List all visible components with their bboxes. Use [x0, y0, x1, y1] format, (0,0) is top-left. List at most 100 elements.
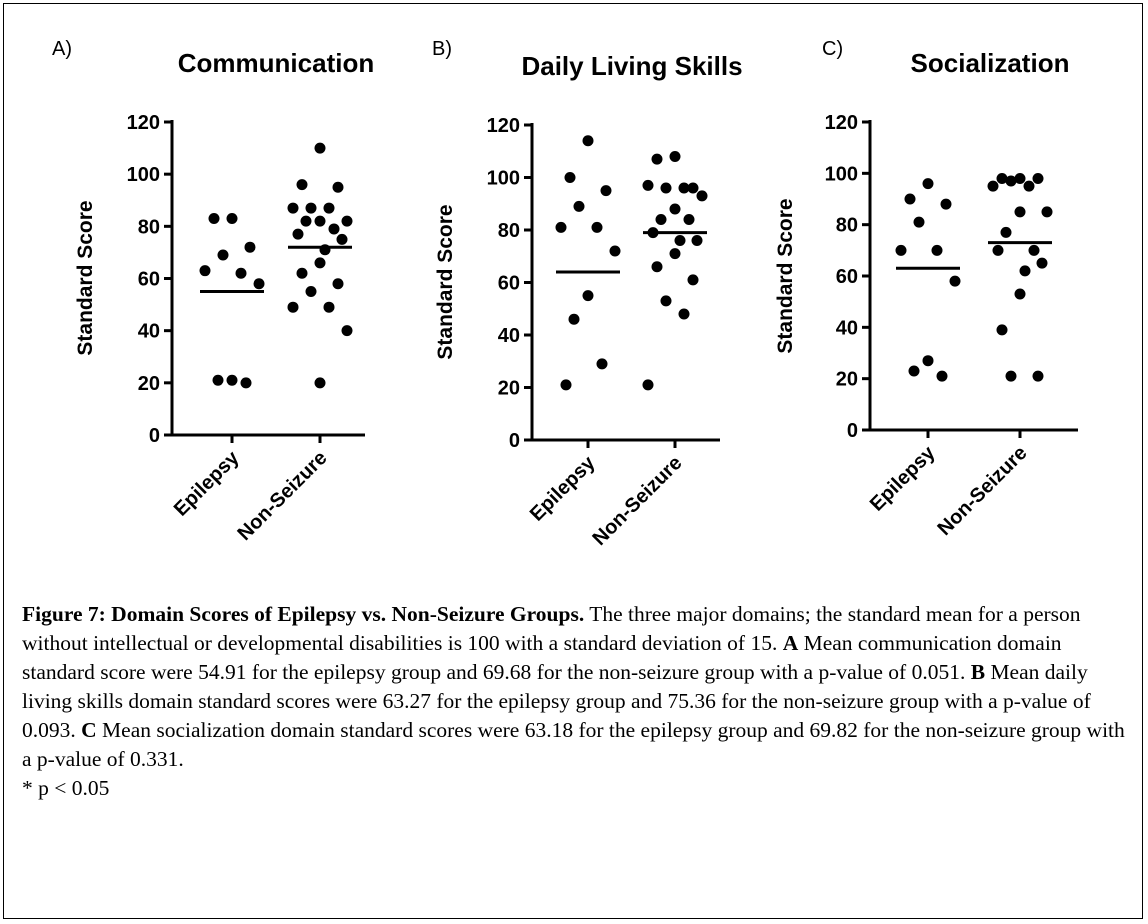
y-tick-label: 120	[127, 112, 160, 134]
data-point	[296, 179, 308, 191]
data-point	[323, 301, 335, 313]
x-tick-label: Non-Seizure	[233, 447, 331, 545]
y-tick-label: 100	[127, 164, 160, 186]
y-tick-label: 0	[509, 430, 520, 452]
figure-panels: A) Communication Standard Score 0 20 40 60 80 10…	[52, 38, 1078, 550]
y-tick-label: 60	[498, 273, 520, 295]
data-point	[1014, 172, 1026, 184]
data-point	[305, 286, 317, 298]
data-point	[244, 241, 256, 253]
data-point	[240, 377, 252, 389]
y-tick-label: 120	[487, 115, 520, 137]
data-point	[314, 377, 326, 389]
data-point	[674, 235, 686, 246]
y-tick-label: 20	[836, 369, 858, 391]
data-point	[687, 182, 699, 194]
data-point	[996, 324, 1008, 336]
y-tick-label: 100	[487, 168, 520, 190]
data-point	[678, 182, 690, 194]
y-axis-label: Standard Score	[774, 198, 797, 353]
data-point	[609, 245, 621, 257]
data-point	[683, 214, 695, 225]
y-tick-label: 40	[498, 325, 520, 347]
caption-bold: C	[81, 718, 97, 742]
data-point	[1028, 244, 1040, 256]
data-point	[913, 216, 925, 228]
data-point	[1041, 206, 1053, 218]
chart-title: Socialization	[911, 48, 1070, 78]
data-point	[1032, 172, 1044, 184]
data-point	[300, 215, 312, 227]
data-point	[582, 290, 594, 302]
y-tick-label: 60	[138, 269, 160, 291]
y-tick-label: 20	[498, 378, 520, 400]
data-point	[596, 358, 608, 370]
data-point	[687, 274, 699, 286]
data-point	[642, 179, 654, 191]
data-point	[940, 198, 952, 210]
data-point	[987, 180, 999, 192]
data-point	[669, 248, 681, 260]
y-tick-label: 100	[825, 163, 858, 185]
data-point	[651, 261, 663, 273]
data-point	[931, 244, 943, 256]
data-point	[560, 379, 572, 391]
data-point	[328, 223, 340, 235]
chart-title: Daily Living Skills	[521, 51, 742, 81]
chart-title: Communication	[178, 48, 374, 78]
data-point	[323, 202, 335, 214]
data-point	[908, 365, 920, 377]
panel-label: C)	[822, 38, 843, 60]
data-point	[582, 135, 594, 147]
data-point	[235, 267, 247, 279]
data-point	[253, 278, 265, 290]
data-point	[1032, 370, 1044, 382]
chart-panel: A) Communication Standard Score 0 20 40 60 80 10…	[52, 38, 374, 545]
data-point	[655, 214, 667, 225]
data-point	[660, 182, 672, 194]
data-point	[678, 308, 690, 320]
data-point	[696, 190, 708, 202]
caption-bold: Figure 7: Domain Scores of Epilepsy vs. …	[22, 602, 585, 626]
data-point	[691, 235, 703, 246]
y-tick-label: 80	[498, 220, 520, 242]
data-point	[1036, 257, 1048, 269]
data-point	[314, 257, 326, 269]
x-tick-label: Epilepsy	[526, 451, 600, 525]
data-point	[341, 215, 353, 227]
y-tick-label: 80	[836, 215, 858, 237]
data-point	[341, 325, 353, 337]
caption-text: The three major domains; the standard me…	[22, 602, 1081, 655]
x-tick-label: Epilepsy	[866, 441, 940, 515]
data-point	[199, 265, 211, 277]
data-point	[226, 374, 238, 386]
y-tick-label: 40	[836, 317, 858, 339]
data-point	[1014, 206, 1026, 218]
chart-panel: C) Socialization Standard Score 0 20 40 60 80 10…	[774, 38, 1078, 540]
data-point	[669, 151, 681, 162]
data-point	[1005, 370, 1017, 382]
data-point	[292, 228, 304, 240]
data-point	[1000, 226, 1012, 238]
data-point	[226, 213, 238, 225]
caption-bold: A	[782, 631, 799, 655]
data-point	[336, 233, 348, 245]
chart-panel: B) Daily Living Skills Standard Score 0 20 40…	[432, 38, 743, 550]
caption-text: Mean communication domain standard score…	[22, 631, 1062, 684]
data-point	[314, 142, 326, 154]
y-tick-label: 20	[138, 373, 160, 395]
data-point	[600, 185, 612, 197]
caption-text: Mean daily living skills domain standard…	[22, 660, 1091, 742]
y-tick-label: 0	[149, 425, 160, 447]
data-point	[922, 355, 934, 367]
data-point	[949, 275, 961, 287]
data-point	[208, 213, 220, 225]
data-point	[305, 202, 317, 214]
data-point	[332, 181, 344, 193]
data-point	[660, 295, 672, 307]
caption-body: Figure 7: Domain Scores of Epilepsy vs. …	[22, 600, 1132, 774]
data-point	[669, 203, 681, 215]
data-point	[904, 193, 916, 205]
data-point	[296, 267, 308, 279]
